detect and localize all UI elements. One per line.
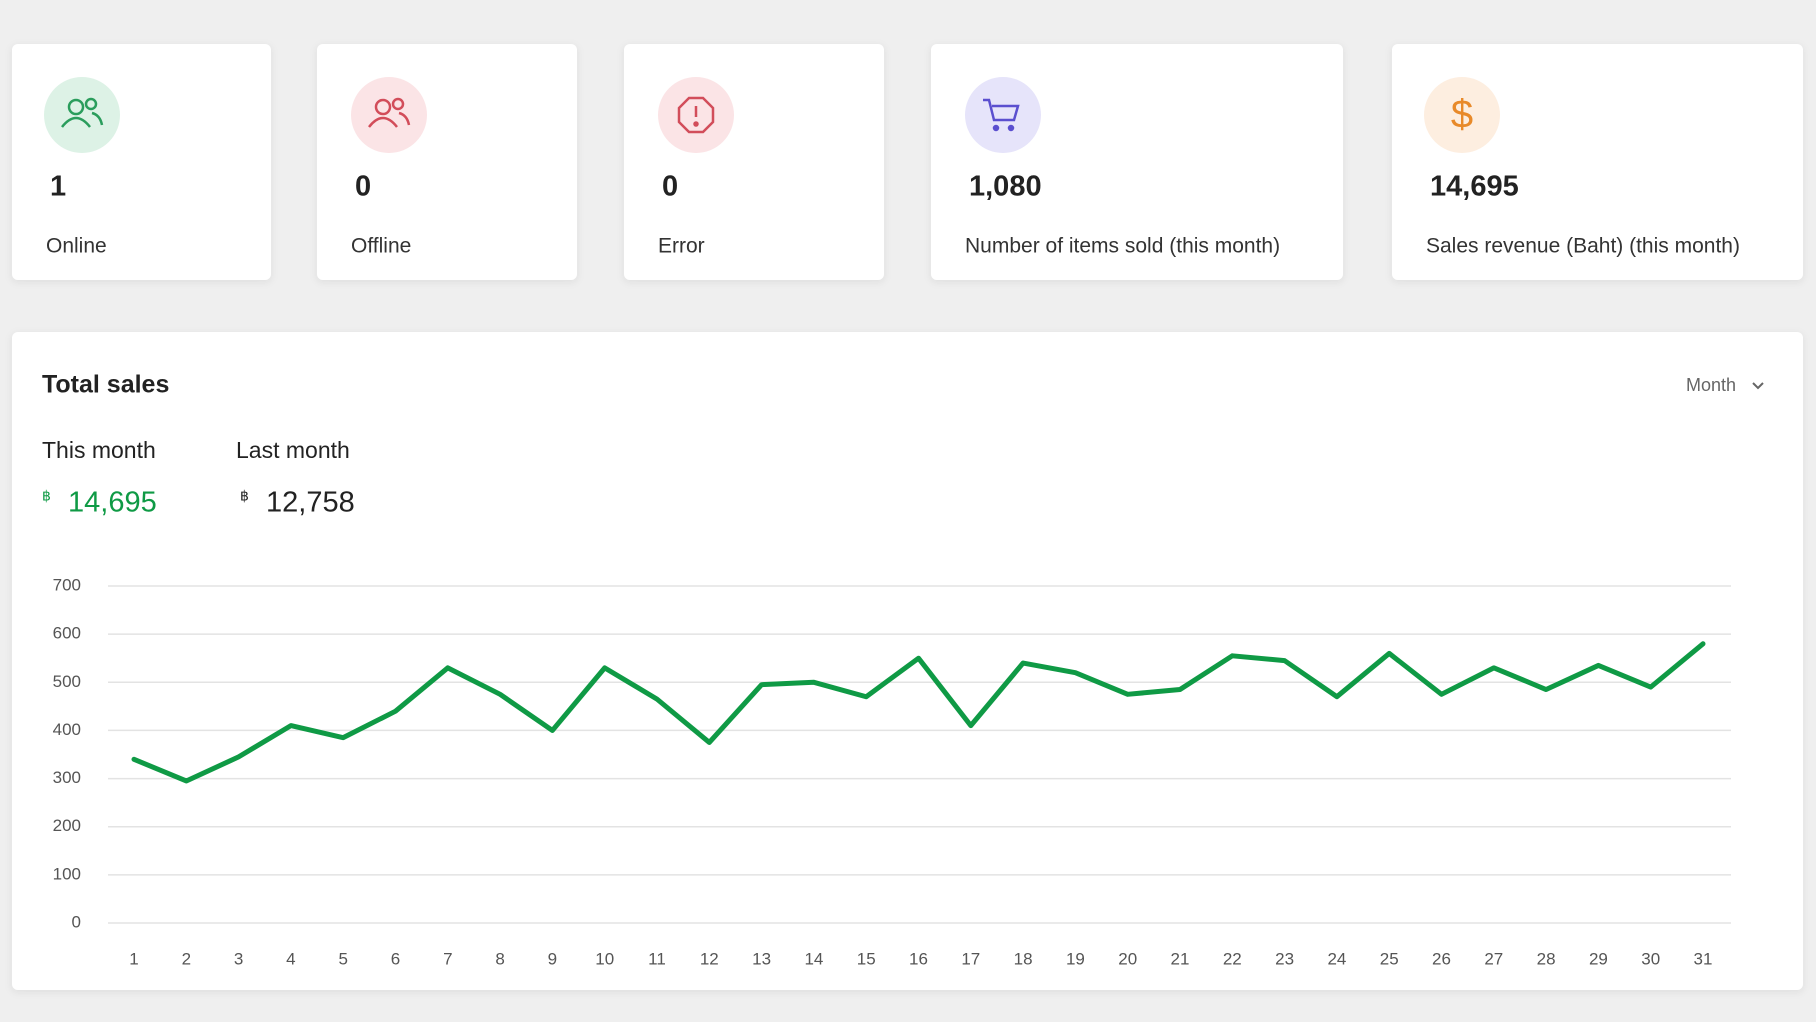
x-tick-label: 10 <box>595 949 614 968</box>
x-tick-label: 14 <box>804 949 823 968</box>
x-tick-label: 26 <box>1432 949 1451 968</box>
y-tick-label: 700 <box>53 575 81 594</box>
y-tick-label: 400 <box>53 720 81 739</box>
this-month-value: 14,695 <box>68 487 157 519</box>
x-tick-label: 3 <box>234 949 243 968</box>
stat-value: 0 <box>662 171 678 203</box>
stat-value: 0 <box>355 171 371 203</box>
panel-title: Total sales <box>42 371 169 399</box>
x-tick-label: 18 <box>1014 949 1033 968</box>
y-tick-label: 600 <box>53 624 81 643</box>
dropdown-caret[interactable] <box>1752 382 1764 390</box>
icon-offline <box>351 77 427 153</box>
y-tick-label: 200 <box>53 816 81 835</box>
stat-label: Sales revenue (Baht) (this month) <box>1426 235 1740 258</box>
x-tick-label: 8 <box>495 949 504 968</box>
x-tick-label: 19 <box>1066 949 1085 968</box>
y-tick-label: 500 <box>53 672 81 691</box>
y-tick-label: 300 <box>53 768 81 787</box>
stat-label: Online <box>46 235 107 258</box>
stat-label: Number of items sold (this month) <box>965 235 1280 258</box>
currency: ฿ <box>240 488 249 504</box>
x-tick-label: 31 <box>1694 949 1713 968</box>
stat-label: Error <box>658 235 705 258</box>
sales-panel <box>12 332 1803 990</box>
period-dropdown[interactable]: Month <box>1686 375 1736 395</box>
x-tick-label: 17 <box>961 949 980 968</box>
icon-error <box>658 77 734 153</box>
y-tick-label: 100 <box>53 864 81 883</box>
x-tick-label: 25 <box>1380 949 1399 968</box>
x-tick-label: 2 <box>182 949 191 968</box>
icon-online <box>44 77 120 153</box>
x-tick-label: 29 <box>1589 949 1608 968</box>
currency: ฿ <box>42 488 51 504</box>
last-month-label: Last month <box>236 437 350 463</box>
stat-value: 1 <box>50 171 66 203</box>
icon-dollar: $ <box>1424 77 1500 153</box>
x-tick-label: 12 <box>700 949 719 968</box>
x-tick-label: 11 <box>648 949 666 968</box>
stat-value: 14,695 <box>1430 171 1519 203</box>
x-tick-label: 16 <box>909 949 928 968</box>
stat-cards: 1 Online 0 Offline 0 Error 1,080 Number of item… <box>12 44 1803 280</box>
stat-label: Offline <box>351 235 411 258</box>
x-tick-label: 22 <box>1223 949 1242 968</box>
x-tick-label: 23 <box>1275 949 1294 968</box>
x-tick-label: 30 <box>1641 949 1660 968</box>
x-tick-label: 13 <box>752 949 771 968</box>
x-tick-label: 28 <box>1537 949 1556 968</box>
x-tick-label: 1 <box>129 949 138 968</box>
x-tick-label: 5 <box>338 949 347 968</box>
x-tick-label: 21 <box>1171 949 1190 968</box>
x-tick-label: 15 <box>857 949 876 968</box>
x-tick-label: 24 <box>1327 949 1346 968</box>
icon-cart <box>965 77 1041 153</box>
x-tick-label: 4 <box>286 949 295 968</box>
last-month-value: 12,758 <box>266 487 355 519</box>
x-tick-label: 7 <box>443 949 452 968</box>
x-tick-label: 27 <box>1484 949 1503 968</box>
stat-value: 1,080 <box>969 171 1042 203</box>
y-tick-label: 0 <box>72 912 81 931</box>
this-month-label: This month <box>42 437 156 463</box>
x-tick-label: 6 <box>391 949 400 968</box>
x-tick-label: 9 <box>548 949 557 968</box>
svg-text:$: $ <box>1451 93 1473 137</box>
sales-line <box>131 641 1706 784</box>
x-tick-label: 20 <box>1118 949 1137 968</box>
